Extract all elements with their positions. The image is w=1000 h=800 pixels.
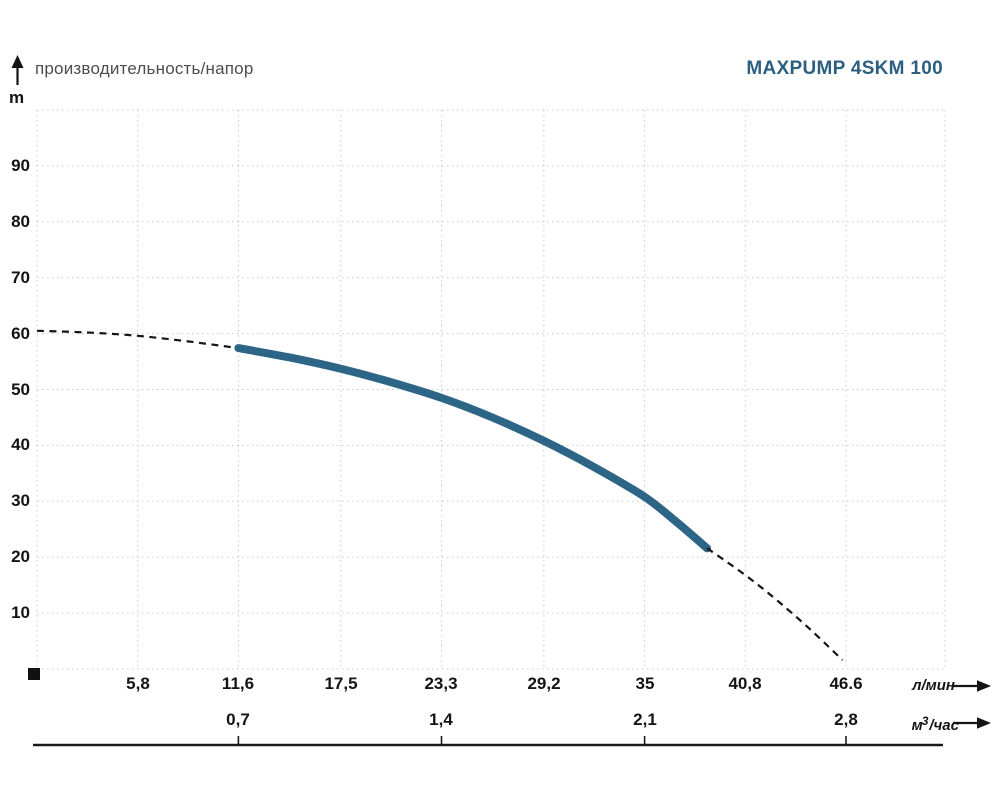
x-primary-tick-label: 46.6 bbox=[829, 674, 863, 693]
x-primary-tick-label: 35 bbox=[635, 674, 655, 693]
y-axis-arrow-icon bbox=[11, 55, 24, 85]
y-tick-label: 40 bbox=[11, 435, 30, 454]
y-tick-label: 20 bbox=[11, 547, 30, 566]
gridlines bbox=[36, 109, 946, 670]
x-primary-unit-label: л/мин bbox=[912, 677, 955, 694]
secondary-axis bbox=[33, 736, 943, 747]
chart-title: производительность/напор bbox=[35, 59, 254, 78]
origin-marker bbox=[28, 668, 40, 680]
x-secondary-unit-rest: /час bbox=[929, 717, 959, 734]
x-secondary-arrow-icon bbox=[953, 717, 991, 729]
x-primary-tick-label: 40,8 bbox=[728, 674, 762, 693]
x-primary-tick-label: 23,3 bbox=[424, 674, 458, 693]
y-tick-label: 90 bbox=[11, 156, 30, 175]
x-secondary-tick-label: 2,8 bbox=[834, 710, 858, 729]
curve-head_curve_extrapolated_high bbox=[706, 547, 844, 661]
x-secondary-tick-label: 2,1 bbox=[633, 710, 657, 729]
x-secondary-unit-label: м3/час bbox=[899, 713, 959, 734]
y-axis-unit-label: m bbox=[9, 88, 25, 107]
y-tick-label: 30 bbox=[11, 491, 30, 510]
curve-head_curve_extrapolated_low bbox=[36, 329, 239, 350]
x-secondary-tick-label: 0,7 bbox=[226, 710, 250, 729]
x-primary-arrow-icon bbox=[953, 680, 991, 692]
x-secondary-unit-sup: 3 bbox=[921, 714, 929, 728]
y-tick-label: 60 bbox=[11, 324, 30, 343]
x-secondary-tick-label: 1,4 bbox=[429, 710, 453, 729]
x-primary-tick-label: 17,5 bbox=[324, 674, 358, 693]
y-tick-label: 80 bbox=[11, 212, 30, 231]
x-primary-tick-label: 11,6 bbox=[221, 674, 255, 693]
y-tick-label: 50 bbox=[11, 380, 30, 399]
x-secondary-unit-base: м bbox=[911, 717, 923, 734]
pump-curve bbox=[36, 329, 844, 661]
x-primary-tick-label: 5,8 bbox=[126, 674, 150, 693]
x-primary-tick-label: 29,2 bbox=[527, 674, 561, 693]
y-tick-label: 70 bbox=[11, 268, 30, 287]
y-tick-label: 10 bbox=[11, 603, 30, 622]
pump-model-title: MAXPUMP 4SKM 100 bbox=[746, 58, 943, 79]
curve-head_curve_operating_range bbox=[234, 344, 712, 553]
